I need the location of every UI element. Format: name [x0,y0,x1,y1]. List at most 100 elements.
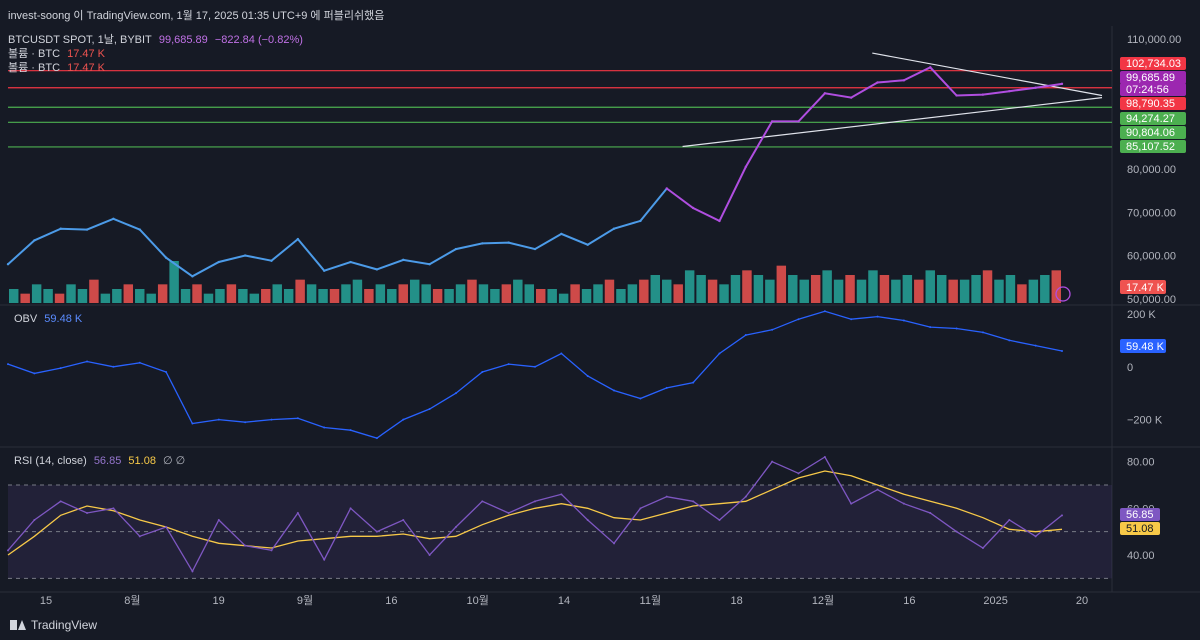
obv-point [955,327,958,330]
rsi-series [7,456,1063,573]
price-point [770,120,774,123]
volume-bar [157,284,168,303]
time-axis-tick-label: 12월 [812,594,834,607]
price-point [797,120,800,123]
volume-bar [673,284,683,303]
rsi-point [850,502,853,505]
volume-bar [501,284,512,303]
volume-bar [822,270,832,303]
price-level-tag [1120,57,1186,70]
volume-bar [856,279,867,303]
rsi-point [586,519,589,521]
volume-legend-row: 볼륨 · BTC 17.47 K [8,59,109,75]
price-axis-tick-label: 50,000.00 [1127,294,1176,306]
volume-bar [524,284,534,303]
publisher-attribution: invest-soong 이 TradingView.com, 1월 17, 2… [8,10,385,22]
volume-bar [409,279,420,303]
obv-point [33,372,36,375]
price-point [85,228,89,231]
price-level-tag-label: 98,790.35 [1126,98,1175,110]
volume-bar [135,289,145,303]
obv-point [59,367,62,370]
rsi-point [507,512,510,514]
volume-bar [1028,279,1039,303]
price-point [296,237,300,241]
volume-bar [364,289,374,303]
volume-bar [54,293,65,303]
volume-bar [788,275,798,303]
price-level-tag-label: 102,734.03 [1126,58,1181,70]
price-level-tag-label: 99,685.89 [1126,72,1175,84]
obv-axis-tick-label: −200 K [1127,415,1163,427]
price-point [191,275,194,278]
volume-bar [123,284,134,303]
price-point [823,92,827,95]
volume-bar [513,279,523,303]
price-line-blue [7,187,668,278]
volume-bar [352,279,363,303]
obv-point [217,418,220,421]
rsi-point [402,519,405,521]
price-level-tag [1120,83,1186,96]
price-level-tag-label: 90,804.06 [1126,127,1175,139]
rsi-point [692,500,695,503]
obv-point [86,360,89,363]
volume-bar [432,289,443,303]
price-axis-tick-label: 60,000.00 [1127,251,1176,263]
volume-bar [1040,275,1050,303]
volume-bar [467,279,477,303]
volume-bar [868,270,878,303]
rsi-point [138,535,141,538]
volume-bar [558,293,569,303]
rsi-legend-value: 56.85 [93,455,122,467]
volume-bar [570,284,580,303]
price-point [217,260,220,264]
volume-bar [261,289,271,303]
volume-bar [719,284,729,303]
volume-bar [43,289,53,303]
lightning-icon [1055,286,1071,302]
rsi-point [1061,514,1063,517]
tradingview-brand[interactable]: TradingView [10,618,97,632]
volume-bar [329,289,340,303]
price-point [744,165,747,169]
obv-value-tag [1120,339,1166,353]
rsi-point [165,526,168,528]
obv-point [981,331,984,334]
volume-bar [936,275,947,303]
main-legend: BTCUSDT SPOT, 1날, BYBIT 99,685.89 −822.8… [8,31,307,47]
volume-bar [77,289,88,303]
volume-bar [948,279,958,303]
rsi-point [639,507,642,510]
price-point [270,259,273,262]
rsi-point [59,500,62,503]
obv-legend: OBV 59.48 K [14,313,86,325]
volume-bar [31,284,42,303]
time-axis-tick-label: 14 [558,595,570,607]
volume-bar [455,284,466,303]
volume-bar [192,284,202,303]
volume-bar [982,270,993,303]
rsi-point [270,549,273,552]
obv-point [402,418,405,421]
volume-bar [295,279,305,303]
volume-bar [765,279,775,303]
volume-bar [696,275,706,303]
rsi-point [665,495,668,498]
rsi-point [7,549,9,552]
volume-bar [536,289,546,303]
volume-bar [444,289,454,303]
rsi-point [823,456,826,458]
last-price: 99,685.89 [158,34,208,46]
volume-legend-label: 볼륨 · BTC [8,48,61,60]
brand-name: TradingView [31,618,98,632]
volume-bar [490,289,500,303]
rsi-axis-tick-label: 40.00 [1127,550,1155,562]
rsi-point [217,519,220,521]
volume-tag [1120,280,1166,294]
rsi-ma-legend-value: 51.08 [128,455,156,467]
price-level-tag [1120,71,1186,84]
volume-bar [742,270,752,303]
time-axis-tick-label: 10월 [466,594,488,607]
